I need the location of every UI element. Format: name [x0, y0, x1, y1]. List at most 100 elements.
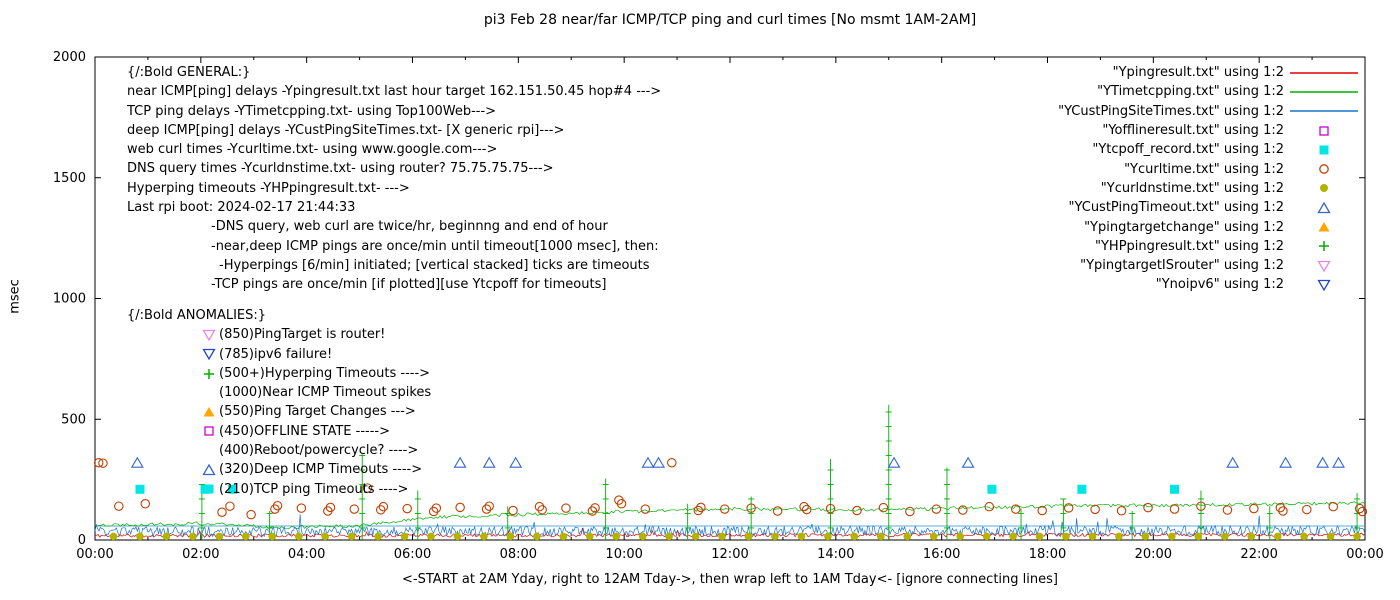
- legend-entry-0: "Ypingresult.txt" using 1:2: [1113, 63, 1364, 82]
- triangle-fill-marker-icon: [203, 407, 215, 417]
- legend-entry-11: "Ynoipv6" using 1:2: [1156, 275, 1364, 294]
- general-line-1: near ICMP[ping] delays -Ypingresult.txt …: [127, 84, 662, 100]
- legend-entry-sample: [1284, 123, 1364, 139]
- triangle-fill-icon: [201, 404, 219, 420]
- square-fill-marker-icon: [204, 484, 214, 494]
- general-line-5: DNS query times -Ycurldnstime.txt- using…: [127, 161, 554, 177]
- general-line-11: -TCP pings are once/min [if plotted][use…: [211, 277, 607, 293]
- legend-entry-6: "Ycurldnstime.txt" using 1:2: [1101, 179, 1364, 198]
- anomaly-line-text: (400)Reboot/powercycle? ---->: [219, 443, 419, 459]
- legend-entry-1: "YTimetcpping.txt" using 1:2: [1097, 82, 1364, 101]
- general-line-7: Last rpi boot: 2024-02-17 21:44:33: [127, 200, 356, 216]
- legend-entry-label: "YpingtargetISrouter" using 1:2: [1080, 258, 1284, 274]
- legend-entry-sample: [1284, 84, 1364, 100]
- legend: "Ypingresult.txt" using 1:2 "YTimetcpping…: [1058, 63, 1364, 295]
- plus-icon: [201, 366, 219, 382]
- anomaly-line-text: (210)TCP ping Timeouts ---->: [219, 481, 409, 497]
- legend-entry-sample: [1284, 200, 1364, 216]
- general-line-9: -near,deep ICMP pings are once/min until…: [211, 238, 659, 254]
- anomaly-line-text: (450)OFFLINE STATE ----->: [219, 423, 390, 439]
- x-tick-label: 00:00: [1346, 547, 1383, 562]
- circle-open-marker-icon: [1319, 164, 1329, 174]
- tridown-open-marker-icon: [202, 349, 216, 361]
- x-axis-label: <-START at 2AM Yday, right to 12AM Tday-…: [402, 572, 1058, 587]
- chart-title: pi3 Feb 28 near/far ICMP/TCP ping and cu…: [483, 12, 977, 28]
- anomaly-line-1: (785)ipv6 failure!: [127, 345, 431, 364]
- legend-entry-label: "YCustPingSiteTimes.txt" using 1:2: [1058, 103, 1284, 119]
- legend-entry-10: "YpingtargetISrouter" using 1:2: [1080, 256, 1364, 275]
- general-line-4: web curl times -Ycurltime.txt- using www…: [127, 142, 498, 158]
- legend-entry-sample: [1284, 103, 1364, 119]
- x-tick-label: 14:00: [817, 547, 854, 562]
- triangle-open-marker-icon: [1317, 201, 1331, 213]
- plus-marker-icon: [204, 368, 214, 379]
- legend-entry-label: "Yofflineresult.txt" using 1:2: [1102, 123, 1284, 139]
- y-tick-label: 2000: [53, 50, 86, 65]
- legend-entry-label: "Ypingresult.txt" using 1:2: [1112, 65, 1284, 81]
- anomaly-line-text: (320)Deep ICMP Timeouts ---->: [219, 462, 423, 478]
- x-tick-label: 18:00: [1029, 547, 1066, 562]
- y-tick-label: 0: [78, 533, 86, 548]
- anomaly-line-text: (785)ipv6 failure!: [219, 346, 333, 362]
- y-tick-label: 500: [61, 412, 86, 427]
- triangle-open-marker-icon: [202, 463, 216, 476]
- square-fill-marker-icon: [1319, 145, 1329, 155]
- legend-entry-7: "YCustPingTimeout.txt" using 1:2: [1069, 198, 1364, 217]
- anomaly-line-8: (210)TCP ping Timeouts ---->: [127, 480, 431, 499]
- tridown-open-marker-icon: [1317, 260, 1331, 272]
- legend-entry-9: "YHPpingresult.txt" using 1:2: [1095, 237, 1364, 256]
- x-tick-label: 12:00: [711, 547, 748, 562]
- square-open-marker-icon: [1319, 125, 1329, 136]
- legend-entry-label: "YCustPingTimeout.txt" using 1:2: [1068, 200, 1284, 216]
- anomaly-line-4: (550)Ping Target Changes --->: [127, 402, 431, 421]
- legend-entry-label: "YTimetcpping.txt" using 1:2: [1097, 84, 1284, 100]
- x-tick-label: 04:00: [288, 547, 325, 562]
- anomaly-line-text: (500+)Hyperping Timeouts ---->: [219, 365, 431, 381]
- y-axis-label: msec: [7, 279, 23, 314]
- anomaly-line-3: (1000)Near ICMP Timeout spikes: [127, 383, 431, 402]
- anomaly-line-5: (450)OFFLINE STATE ----->: [127, 422, 431, 441]
- legend-entry-label: "Ynoipv6" using 1:2: [1155, 277, 1284, 293]
- general-line-2: TCP ping delays -YTimetcpping.txt- using…: [127, 103, 497, 119]
- x-tick-label: 16:00: [923, 547, 960, 562]
- general-line-8: -DNS query, web curl are twice/hr, begin…: [211, 219, 608, 235]
- x-tick-label: 10:00: [605, 547, 642, 562]
- anomaly-line-2: (500+)Hyperping Timeouts ---->: [127, 364, 431, 383]
- general-annotation-block: {/:Bold GENERAL:} near ICMP[ping] delays …: [127, 63, 661, 295]
- square-fill-icon: [201, 481, 219, 497]
- anomaly-line-6: (400)Reboot/powercycle? ---->: [127, 441, 431, 460]
- anomaly-line-text: (1000)Near ICMP Timeout spikes: [219, 385, 432, 401]
- series-line-YCustPingSiteTimes.txt: [94, 514, 1366, 538]
- legend-entry-4: "Ytcpoff_record.txt" using 1:2: [1092, 140, 1364, 159]
- anomalies-header: {/:Bold ANOMALIES:}: [127, 308, 267, 323]
- tridown-open-marker-icon: [202, 329, 216, 342]
- series-line-YTimetcpping.txt: [94, 501, 1366, 530]
- legend-entry-sample: [1284, 65, 1364, 81]
- general-line-3: deep ICMP[ping] delays -YCustPingSiteTim…: [127, 122, 565, 138]
- triangle-open-icon: [201, 462, 219, 478]
- triangle-fill-marker-icon: [1318, 222, 1330, 232]
- anomaly-line-text: (850)PingTarget is router!: [219, 327, 386, 343]
- line-marker-icon: [1290, 91, 1358, 93]
- legend-entry-8: "Ypingtargetchange" using 1:2: [1084, 217, 1364, 236]
- legend-entry-sample: [1284, 238, 1364, 254]
- legend-entry-label: "Ycurltime.txt" using 1:2: [1124, 161, 1284, 177]
- general-line-0: {/:Bold GENERAL:}: [127, 65, 251, 80]
- legend-entry-2: "YCustPingSiteTimes.txt" using 1:2: [1058, 102, 1364, 121]
- line-marker-icon: [1290, 110, 1358, 112]
- x-tick-label: 22:00: [1240, 547, 1277, 562]
- x-tick-label: 00:00: [76, 547, 113, 562]
- line-marker-icon: [1290, 71, 1358, 74]
- legend-entry-sample: [1284, 258, 1364, 274]
- anomalies-annotation-block: {/:Bold ANOMALIES:} (850)PingTarget is ro…: [127, 306, 431, 499]
- legend-entry-sample: [1284, 219, 1364, 235]
- tridown-open-icon: [201, 346, 219, 362]
- x-tick-label: 02:00: [182, 547, 219, 562]
- legend-entry-sample: [1284, 161, 1364, 177]
- tridown-open-marker-icon: [1317, 279, 1331, 292]
- general-line-10: -Hyperpings [6/min] initiated; [vertical…: [219, 257, 650, 273]
- anomaly-line-0: (850)PingTarget is router!: [127, 325, 431, 344]
- square-open-marker-icon: [204, 426, 214, 437]
- legend-entry-5: "Ycurltime.txt" using 1:2: [1124, 159, 1364, 178]
- legend-entry-sample: [1284, 142, 1364, 158]
